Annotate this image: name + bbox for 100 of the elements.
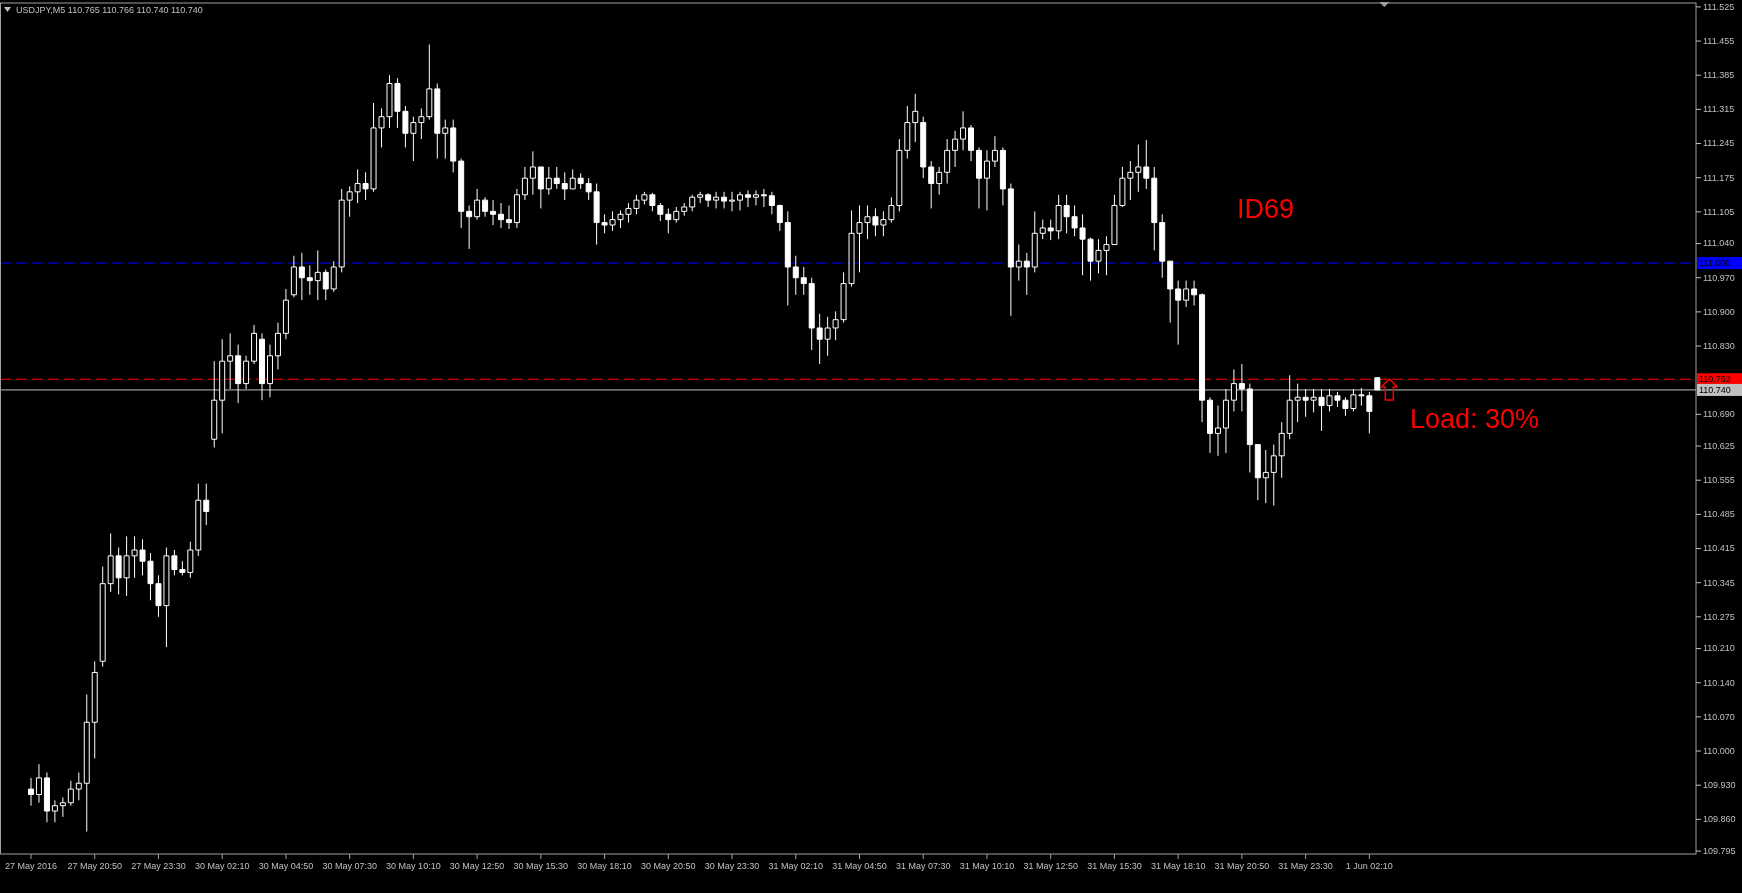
y-tick-label: 110.830 (1703, 340, 1735, 351)
candlestick (75, 772, 82, 801)
ref-line-label: 111.000 (1699, 258, 1731, 269)
y-tick-label: 111.040 (1703, 238, 1735, 249)
candlestick (513, 188, 520, 229)
candlestick (705, 192, 712, 208)
x-tick-label: 31 May 12:50 (1023, 861, 1078, 871)
x-tick-label: 31 May 10:10 (959, 861, 1015, 871)
candlestick (904, 105, 911, 160)
candlestick (1047, 219, 1054, 241)
candlestick (51, 799, 58, 823)
candlestick (59, 796, 66, 818)
candlestick (1207, 396, 1214, 454)
annotation: Load: 30% (1410, 404, 1540, 434)
y-tick-label: 110.485 (1703, 509, 1735, 520)
candlestick (928, 160, 935, 209)
candlestick (553, 166, 560, 190)
candlestick (713, 191, 720, 209)
candlestick (235, 344, 242, 404)
candlestick (282, 288, 289, 340)
candlestick (776, 204, 783, 232)
y-tick-label: 111.385 (1703, 70, 1735, 81)
candlestick (768, 191, 775, 215)
x-tick-label: 31 May 20:50 (1214, 861, 1270, 871)
candlestick (936, 166, 943, 196)
candlestick (338, 188, 345, 273)
y-tick-label: 109.795 (1703, 845, 1736, 856)
candlestick (808, 277, 815, 351)
candlestick (1175, 280, 1182, 346)
x-tick-label: 31 May 18:10 (1150, 861, 1206, 871)
candlestick (1214, 405, 1221, 457)
y-tick-label: 110.140 (1703, 677, 1735, 688)
y-tick-label: 111.525 (1703, 1, 1735, 12)
candlestick (35, 763, 42, 804)
candlestick (1015, 244, 1022, 282)
candlestick (721, 191, 728, 209)
y-tick-label: 111.105 (1703, 206, 1735, 217)
candlestick (219, 338, 226, 434)
candlestick (505, 205, 512, 230)
y-tick-label: 109.930 (1703, 780, 1736, 791)
candlestick (195, 483, 202, 557)
candlestick (561, 171, 568, 201)
candlestick (1151, 166, 1158, 251)
y-tick-label: 111.455 (1703, 35, 1735, 46)
candlestick (944, 138, 951, 185)
x-tick-label: 27 May 23:30 (131, 861, 186, 871)
candlestick (792, 255, 799, 296)
candlestick (251, 324, 258, 365)
candlestick (760, 188, 767, 208)
candlestick (482, 196, 489, 218)
candlestick (729, 191, 736, 212)
candlestick (752, 189, 759, 206)
candlestick (999, 146, 1006, 206)
candlestick (458, 158, 465, 229)
candlestick (274, 322, 281, 370)
y-tick-label: 110.555 (1703, 475, 1735, 486)
candlestick (290, 255, 297, 298)
ref-line-label: 110.740 (1699, 385, 1731, 396)
x-tick-label: 31 May 23:30 (1278, 861, 1333, 871)
x-tick-label: 31 May 02:10 (768, 861, 824, 871)
annotation: ID69 (1237, 194, 1295, 224)
candlestick (1254, 444, 1261, 501)
candlestick (227, 332, 234, 390)
x-tick-label: 30 May 15:30 (513, 861, 569, 871)
candlestick (442, 119, 449, 160)
candlestick (545, 166, 552, 196)
candlestick (1270, 444, 1277, 507)
y-tick-label: 110.625 (1703, 440, 1735, 451)
candlestick (203, 483, 210, 526)
candlestick (968, 124, 975, 162)
x-tick-label: 30 May 23:30 (704, 861, 760, 871)
y-tick-label: 111.315 (1703, 104, 1735, 115)
x-tick-label: 27 May 2016 (4, 861, 58, 871)
y-tick-label: 110.070 (1703, 711, 1735, 722)
y-tick-label: 110.345 (1703, 577, 1735, 588)
candlestick (673, 206, 680, 224)
candlestick (744, 189, 751, 208)
candlestick (466, 205, 473, 250)
candlestick (665, 207, 672, 234)
candlestick (434, 83, 441, 160)
candlestick (697, 191, 704, 204)
candlestick (1199, 292, 1206, 423)
x-tick-label: 30 May 07:30 (322, 861, 377, 871)
x-tick-label: 31 May 07:30 (895, 861, 951, 871)
candlestick (306, 265, 313, 296)
candlestick (243, 355, 250, 390)
candlestick (983, 149, 990, 211)
x-tick-label: 30 May 12:50 (449, 861, 505, 871)
y-tick-label: 111.245 (1703, 138, 1735, 149)
y-tick-label: 109.860 (1703, 814, 1736, 825)
x-tick-label: 31 May 04:50 (832, 861, 887, 871)
candlestick (1167, 260, 1174, 324)
candlestick (83, 693, 90, 833)
candlestick (991, 135, 998, 168)
candlestick (314, 249, 321, 301)
candlestick (259, 332, 266, 401)
y-tick-label: 110.900 (1703, 306, 1735, 317)
candlestick (529, 150, 536, 196)
candlestick (800, 266, 807, 296)
candlestick (976, 146, 982, 209)
